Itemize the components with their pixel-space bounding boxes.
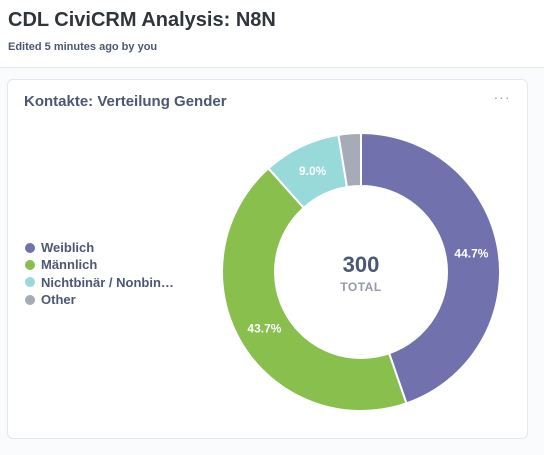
donut-slice-0[interactable] — [360, 131, 501, 405]
legend-item[interactable]: Other — [25, 291, 174, 308]
card-title[interactable]: Kontakte: Verteilung Gender — [24, 93, 227, 110]
legend-label: Other — [41, 292, 76, 308]
ellipsis-icon[interactable]: ··· — [493, 89, 511, 105]
chart-card: Kontakte: Verteilung Gender ··· Weiblich… — [7, 79, 528, 439]
slice-label-1: 43.7% — [247, 322, 281, 336]
legend-label: Weiblich — [41, 240, 95, 256]
legend-label: Nichtbinär / Nonbin… — [41, 274, 174, 290]
legend-label: Männlich — [41, 257, 98, 273]
chart-legend: Weiblich Männlich Nichtbinär / Nonbin… Othe… — [25, 239, 174, 308]
donut-chart: 44.7% 43.7% 9.0% 300 TOTAL — [221, 131, 501, 412]
total-value: 300 — [343, 252, 380, 277]
legend-item[interactable]: Nichtbinär / Nonbin… — [25, 274, 174, 291]
legend-dot-icon — [25, 277, 35, 288]
legend-dot-icon — [25, 259, 35, 270]
slice-label-2: 9.0% — [299, 164, 327, 178]
legend-dot-icon — [25, 242, 35, 253]
legend-dot-icon — [25, 294, 35, 305]
donut-slice-3[interactable] — [337, 131, 362, 189]
legend-item[interactable]: Weiblich — [25, 239, 174, 256]
donut-slice-1[interactable] — [221, 166, 408, 412]
dashboard-header: CDL CiviCRM Analysis: N8N Edited 5 minut… — [0, 0, 544, 68]
legend-item[interactable]: Männlich — [25, 256, 174, 273]
total-label: TOTAL — [340, 280, 381, 294]
dashboard-title[interactable]: CDL CiviCRM Analysis: N8N — [8, 9, 276, 31]
edit-history-text[interactable]: Edited 5 minutes ago by you — [8, 41, 158, 53]
slice-label-0: 44.7% — [454, 246, 488, 260]
